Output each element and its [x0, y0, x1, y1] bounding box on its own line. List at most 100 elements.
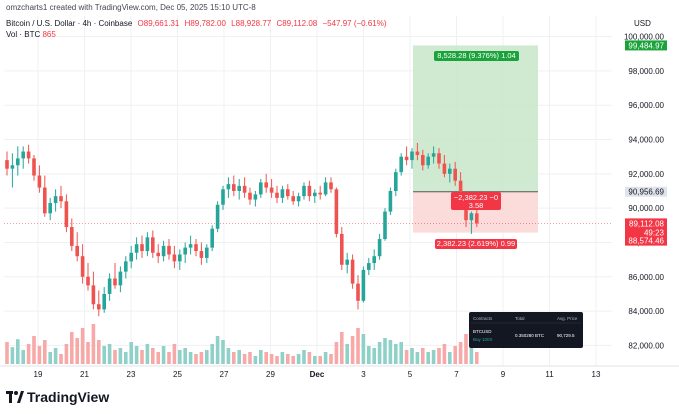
candle-body	[140, 244, 144, 252]
candle-body	[399, 156, 403, 173]
candle-body	[307, 185, 312, 197]
candle-body	[37, 175, 42, 188]
volume-bar	[86, 342, 90, 364]
volume-bar	[226, 348, 231, 364]
volume-bar	[307, 352, 312, 364]
volume-bar	[453, 346, 457, 364]
position-panel-avg-price: 90,729.5	[557, 333, 575, 338]
volume-legend: Vol · BTC 865	[6, 30, 56, 39]
candle-body	[183, 247, 187, 255]
position-panel-side: Buy 100X	[473, 337, 493, 342]
candle-body	[107, 278, 112, 294]
volume-bar	[118, 348, 123, 364]
x-tick-label: 5	[408, 370, 413, 379]
volume-bar	[464, 334, 468, 364]
volume-bar	[475, 352, 479, 364]
candle-body	[5, 160, 9, 169]
target-tag-text: 99,484.97	[628, 41, 664, 50]
candle-body	[129, 252, 133, 262]
volume-bar	[361, 334, 366, 364]
position-panel: Contracts Total Avg. Price BTCUSD Buy 100X 0.…	[469, 312, 583, 348]
volume-bar	[10, 347, 15, 364]
candle-body	[286, 189, 290, 197]
candle-body	[16, 158, 20, 166]
candle-body	[253, 194, 258, 200]
volume-bar	[5, 342, 9, 364]
candle-body	[215, 204, 220, 229]
candle-body	[91, 285, 96, 305]
candle-body	[264, 182, 268, 188]
volume-bar	[221, 340, 225, 364]
position-labels: 8,528.28 (9.376%) 1.04 −2,382.23 −03.58 2,…	[434, 51, 519, 249]
position-panel-header: Total	[515, 316, 525, 321]
candle-body	[248, 192, 252, 200]
candle-body	[43, 187, 47, 214]
candle-body	[442, 163, 447, 174]
volume-bar	[37, 346, 42, 364]
candle-body	[372, 256, 376, 264]
candle-body	[361, 269, 366, 301]
candle-body	[232, 184, 236, 191]
candle-body	[431, 153, 436, 157]
candle-body	[469, 213, 474, 221]
volume-bar	[75, 338, 79, 364]
volume-bar	[264, 352, 268, 364]
entry-label-box	[451, 192, 501, 210]
volume-bar	[269, 354, 274, 364]
candle-body	[10, 165, 15, 169]
candle-body	[161, 245, 166, 257]
volume-bar	[167, 352, 171, 364]
volume-bar	[318, 356, 322, 364]
profit-zone	[413, 45, 538, 192]
position-panel-header: Contracts	[473, 316, 493, 321]
candle-body	[21, 151, 25, 159]
volume-bar	[194, 354, 198, 364]
volume-bar	[161, 346, 166, 364]
x-tick-label: 27	[220, 370, 229, 379]
volume-bar	[134, 346, 139, 364]
volume-bar	[388, 340, 393, 364]
candle-body	[421, 154, 425, 166]
volume-bar	[237, 350, 241, 364]
volume-bar	[275, 356, 279, 364]
tradingview-logo-text: TradingView	[27, 389, 110, 405]
candle-body	[259, 182, 263, 195]
x-tick-label: 9	[501, 370, 506, 379]
volume-bar	[32, 336, 36, 364]
candle-body	[134, 244, 139, 253]
position-panel-header: Avg. Price	[557, 316, 578, 321]
current-price-tag-box	[625, 218, 667, 238]
candle-body	[124, 261, 128, 272]
volume-bar	[302, 350, 306, 364]
candle-body	[437, 153, 441, 164]
x-tick-label: 11	[545, 370, 554, 379]
volume-bar	[334, 342, 339, 364]
tradingview-logo: TradingView	[6, 389, 109, 405]
volume-bar	[437, 348, 441, 364]
y-tick-label: 90,000.00	[628, 204, 664, 213]
volume-bar	[64, 344, 69, 364]
grid	[4, 16, 612, 366]
volume-bar	[458, 342, 463, 364]
volume-bar	[232, 352, 236, 364]
volume-bar	[372, 348, 376, 364]
candle-body	[48, 203, 52, 214]
candle-body	[80, 256, 85, 277]
position-panel-bg	[469, 312, 583, 348]
y-tick-label: 86,000.00	[628, 273, 664, 282]
volume-bar	[350, 336, 355, 364]
candle-body	[156, 252, 160, 257]
target-tag-box	[625, 40, 667, 51]
x-tick-label: 23	[127, 370, 136, 379]
entry-label-line2: 3.58	[469, 201, 484, 210]
currency-label: USD	[634, 19, 651, 28]
x-tick-label: 3	[361, 370, 366, 379]
entry-tag-box	[625, 186, 667, 197]
candle-body	[475, 213, 479, 224]
volume-bar	[199, 352, 204, 364]
y-tick-label: 94,000.00	[628, 136, 664, 145]
y-tick-label: 92,000.00	[628, 170, 664, 179]
candle-body	[383, 211, 387, 240]
x-tick-label: Dec	[310, 370, 325, 379]
